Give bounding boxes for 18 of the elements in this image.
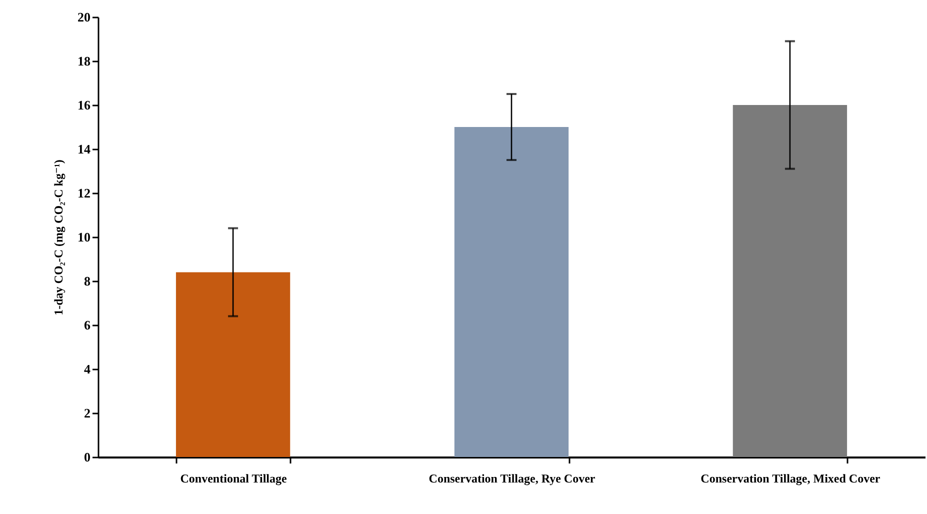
x-tick-label: Conservation Tillage, Mixed Cover <box>700 472 881 486</box>
x-tick-label: Conventional Tillage <box>180 472 288 486</box>
y-tick-label: 18 <box>78 54 91 68</box>
y-tick-label: 14 <box>78 142 91 156</box>
y-tick-label: 6 <box>84 318 91 332</box>
y-tick-label: 10 <box>78 230 90 244</box>
y-tick-label: 0 <box>84 450 90 464</box>
y-tick-label: 8 <box>84 274 91 288</box>
y-tick-label: 12 <box>78 186 90 200</box>
y-tick-label: 16 <box>78 98 91 112</box>
bar <box>176 272 290 457</box>
bar <box>454 127 569 457</box>
bar <box>732 105 848 457</box>
x-tick-label: Conservation Tillage, Rye Cover <box>428 472 596 486</box>
y-axis-title: 1-day CO₂-C (mg CO₂-C kg⁻¹) <box>52 160 66 316</box>
y-tick-label: 20 <box>78 10 90 24</box>
y-tick-label: 4 <box>84 362 91 376</box>
y-tick-label: 2 <box>84 406 90 420</box>
